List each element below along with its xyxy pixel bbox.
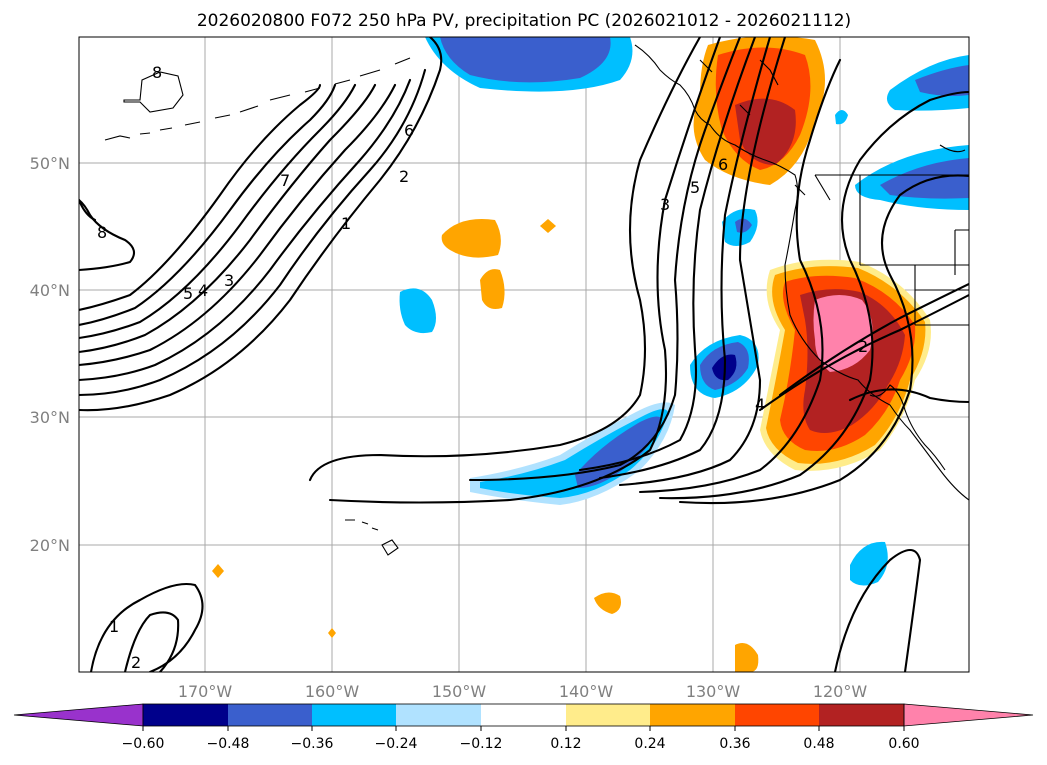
colorbar-extend-low (13, 703, 144, 727)
lat-label-50n: 50°N (30, 154, 70, 173)
pv-label-8-alaska: 8 (152, 63, 162, 82)
pv-label-1: 1 (341, 214, 351, 233)
colorbar-tick-label: −0.12 (460, 736, 503, 752)
map-frame (78, 36, 970, 673)
colorbar-bin (650, 704, 735, 726)
precip-negative-canada (835, 55, 969, 210)
colorbar-bin (566, 704, 650, 726)
figure-title: 2026020800 F072 250 hPa PV, precipitatio… (197, 11, 851, 31)
colorbar-tick-label: 0.36 (719, 736, 750, 752)
precip-negative-alaska (425, 37, 633, 92)
pv-label-7: 7 (280, 171, 290, 190)
colorbar-bin (143, 704, 228, 726)
pv-label-3: 3 (224, 271, 234, 290)
colorbar-tick-label: 0.24 (634, 736, 665, 752)
colorbar-bin (819, 704, 904, 726)
colorbar-bin (481, 704, 566, 726)
colorbar-tick-label: −0.24 (375, 736, 418, 752)
pv-contours (79, 37, 969, 672)
lat-label-20n: 20°N (30, 536, 70, 555)
pv-label-2: 2 (399, 167, 409, 186)
pv-label-5-east: 5 (690, 178, 700, 197)
colorbar-bin (735, 704, 819, 726)
colorbar-tick-label: −0.48 (207, 736, 250, 752)
lat-label-30n: 30°N (30, 408, 70, 427)
map-panel: 8 7 6 5 4 3 2 1 6 5 3 8 1 2 2 4 (78, 36, 970, 673)
colorbar-tick-label: −0.60 (122, 736, 165, 752)
lon-label-170w: 170°W (178, 682, 233, 701)
coastlines (104, 44, 969, 556)
colorbar-extend-high (903, 703, 1034, 727)
lon-label-150w: 150°W (432, 682, 487, 701)
pv-label-4-east: 4 (755, 395, 765, 414)
pv-label-1-south: 1 (109, 617, 119, 636)
colorbar-tick-label: 0.60 (888, 736, 919, 752)
pv-label-8-west: 8 (97, 223, 107, 242)
lon-label-160w: 160°W (305, 682, 360, 701)
colorbar-bin (312, 704, 396, 726)
colorbar-tick-label: −0.36 (291, 736, 334, 752)
longitude-labels: 170°W 160°W 150°W 140°W 130°W 120°W (178, 682, 868, 701)
colorbar-outline (142, 703, 905, 727)
pv-label-5: 5 (183, 284, 193, 303)
lon-label-140w: 140°W (559, 682, 614, 701)
colorbar-tick-label: 0.48 (803, 736, 834, 752)
pv-contour-labels: 8 7 6 5 4 3 2 1 6 5 3 8 1 2 2 4 (97, 63, 868, 672)
lon-label-130w: 130°W (686, 682, 741, 701)
precip-positive-small-cells (212, 219, 759, 672)
pv-label-6-north: 6 (404, 121, 414, 140)
colorbar-bin (396, 704, 481, 726)
pv-label-4: 4 (198, 281, 208, 300)
colorbar-bin (228, 704, 312, 726)
pv-label-2-east: 2 (858, 337, 868, 356)
lon-label-120w: 120°W (813, 682, 868, 701)
lat-label-40n: 40°N (30, 281, 70, 300)
colorbar-tick-label: 0.12 (550, 736, 581, 752)
pv-label-6-east: 6 (718, 155, 728, 174)
colorbar: −0.60 −0.48 −0.36 −0.24 −0.12 0.12 0.24 0.36 0.4… (13, 703, 1034, 752)
latitude-labels: 50°N 40°N 30°N 20°N (30, 154, 70, 555)
pv-label-3-east: 3 (660, 195, 670, 214)
pv-label-2-south: 2 (131, 653, 141, 672)
